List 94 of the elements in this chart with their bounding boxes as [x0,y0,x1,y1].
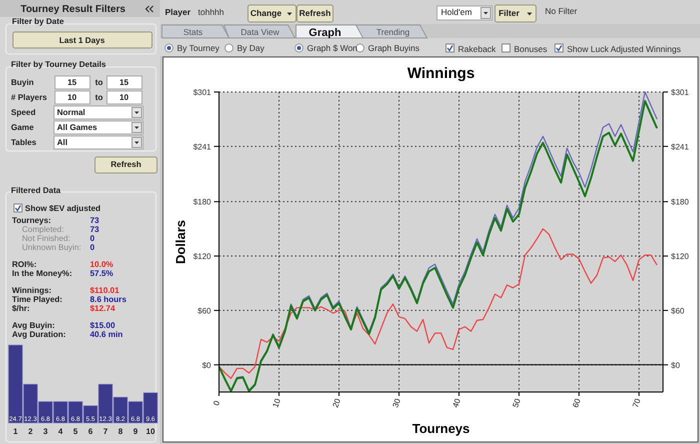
text: Rakeback [458,44,497,54]
y-tick-label: $0 [202,360,212,370]
text: Speed [11,108,36,117]
text: Filter by Date [12,17,64,26]
text: Graph $ Won [307,43,358,53]
x-tick-label: 60 [570,396,583,409]
text: Not Finished: [22,234,70,243]
text: By Tourney [177,43,220,53]
x-tick-label: 5 [73,427,78,436]
text: In the Money%: [12,269,72,278]
text: Winnings: [12,286,52,295]
x-tick-label: 30 [390,396,403,409]
text: Graph [308,27,342,39]
text: 73 [90,225,100,234]
text: tohhhh [198,7,224,17]
text: 15 [67,78,77,87]
y2-tick-label: $301 [671,88,690,97]
text: Unknown Buyin: [22,243,82,252]
text: Completed: [22,225,64,234]
text: 10 [119,93,129,102]
x-tick-label: 20 [330,396,343,409]
y-tick-label: $241 [193,142,212,152]
y-tick-label: $60 [198,306,212,316]
x-tick-label: 7 [103,427,108,436]
y-tick-label: $120 [193,252,212,262]
chart-title: Winnings [407,65,475,82]
y-axis-title: Dollars [173,220,188,264]
y-tick-label: $301 [193,88,212,97]
text: Tables [11,138,37,147]
text: All Games [57,123,98,132]
x-axis-title: Tourneys [412,421,470,436]
y2-tick-label: $120 [671,252,690,262]
text: to [95,93,103,102]
text: Filter [498,8,520,18]
text: Tourneys: [12,216,51,225]
text: Show Luck Adjusted Winnings [567,44,681,54]
text: Hold'em [441,7,472,17]
y2-tick-label: $0 [671,360,680,370]
text: $12.74 [90,304,116,313]
x-tick-label: 10 [270,396,283,409]
text: Bonuses [514,44,548,54]
text: Game [11,123,34,132]
text: 0 [90,234,95,243]
text: Stats [183,27,203,37]
text: ROI%: [12,260,37,269]
text: $110.01 [90,286,120,295]
text: All [57,138,68,147]
text: Player [165,7,192,17]
text: Last 1 Days [59,36,106,45]
y2-tick-label: $241 [671,142,690,152]
text: No Filter [545,6,578,16]
text: 57.5% [90,269,114,278]
text: Show $EV adjusted [25,204,101,213]
x-tick-label: 3 [43,427,48,436]
text: 73 [90,216,100,225]
text: Buyin [11,78,34,87]
text: 15 [119,78,129,87]
text: By Day [237,43,266,53]
text: 10.0% [90,260,114,269]
text: Filter by Tourney Details [11,60,106,69]
text: Refresh [110,160,142,169]
text: 0 [90,243,95,252]
text: Tourney Result Filters [20,4,126,15]
x-tick-label: 50 [510,396,523,409]
x-tick-label: 40 [450,396,463,409]
text: Filtered Data [11,186,62,195]
text: to [95,78,103,87]
text: 8.6 hours [90,295,127,304]
text: Change [250,8,282,18]
text: 40.6 min [90,330,123,339]
x-tick-label: 2 [28,427,34,436]
text: Trending [376,27,410,37]
y2-tick-label: $180 [671,198,690,207]
text: Avg Buyin: [12,321,55,330]
text: Normal [57,108,86,117]
text: $15.00 [90,321,116,330]
y-tick-label: $180 [193,198,212,207]
x-tick-label: 70 [630,396,643,409]
text: Refresh [299,8,331,18]
text: $/hr: [12,304,30,313]
x-tick-label: 9 [133,427,138,436]
text: Avg Duration: [12,330,66,339]
text: Time Played: [12,295,62,304]
text: # Players [11,93,48,102]
y2-tick-label: $60 [671,306,685,316]
text: Data View [240,27,280,37]
text: Graph Buyins [368,43,420,53]
x-tick-label: 10 [146,427,156,436]
x-tick-label: 1 [13,427,18,436]
x-tick-label: 8 [118,427,124,436]
x-tick-label: 0 [212,399,222,407]
text: 10 [67,93,77,102]
x-tick-label: 4 [58,427,64,436]
x-tick-label: 6 [88,427,94,436]
